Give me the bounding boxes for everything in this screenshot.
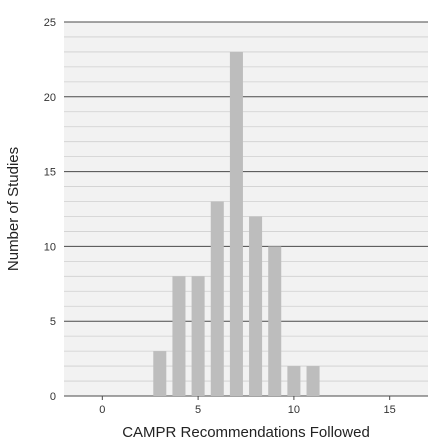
x-tick-label: 10 — [288, 404, 300, 416]
bar — [191, 276, 205, 396]
bar — [306, 366, 320, 396]
y-axis-title: Number of Studies — [5, 147, 22, 271]
y-tick-label: 15 — [44, 167, 56, 179]
bar — [210, 201, 224, 396]
y-tick-label: 25 — [44, 17, 56, 29]
grid-lines — [64, 21, 428, 397]
y-tick-label: 0 — [50, 391, 56, 403]
y-tick-label: 10 — [44, 241, 56, 253]
y-tick-label: 20 — [44, 92, 56, 104]
bar — [229, 51, 243, 397]
x-tick-label: 5 — [195, 404, 201, 416]
y-tick-label: 5 — [50, 316, 56, 328]
x-tick-label: 15 — [384, 404, 396, 416]
y-axis-ticks: 0 5 10 15 20 25 — [44, 17, 56, 403]
bar — [153, 351, 167, 396]
x-axis-ticks: 0 5 10 15 — [99, 396, 396, 416]
bar — [172, 276, 186, 396]
plot-area — [64, 22, 428, 396]
bar — [287, 366, 301, 396]
x-axis-title: CAMPR Recommendations Followed — [122, 424, 370, 441]
bar — [249, 216, 263, 396]
bars — [153, 51, 320, 397]
x-tick-label: 0 — [99, 404, 105, 416]
bar — [268, 246, 282, 396]
